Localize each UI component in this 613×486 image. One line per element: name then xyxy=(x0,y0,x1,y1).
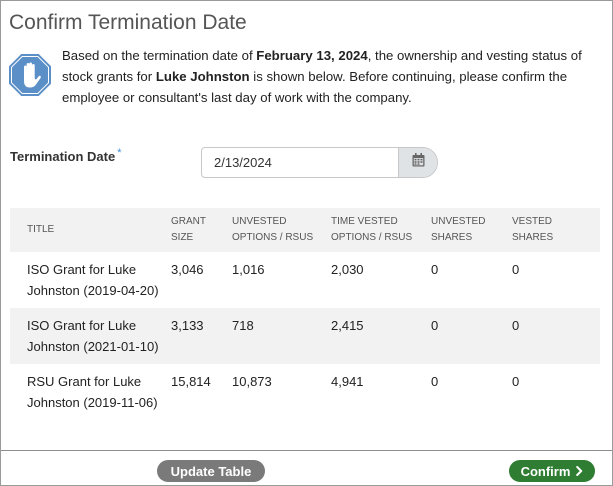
termination-date-field xyxy=(201,147,438,178)
confirm-button[interactable]: Confirm xyxy=(509,460,595,482)
intro-date: February 13, 2024 xyxy=(256,48,368,63)
header-unvested-line2: OPTIONS / RSUS xyxy=(232,232,314,243)
header-unvested-shares-line2: SHARES xyxy=(431,232,473,243)
table-row: RSU Grant for Luke Johnston (2019-11-06)… xyxy=(10,364,600,420)
intro-part1: Based on the termination date of xyxy=(62,48,257,63)
cell-grant-size: 3,133 xyxy=(171,318,204,333)
cell-time-vested: 4,941 xyxy=(331,374,364,389)
termination-date-label: Termination Date * xyxy=(10,147,122,164)
table-row: ISO Grant for Luke Johnston (2021-01-10)… xyxy=(10,308,600,364)
header-vested-shares-line2: SHARES xyxy=(512,232,554,243)
header-vested-shares: VESTED SHARES xyxy=(512,208,600,252)
cell-vested-shares: 0 xyxy=(512,262,520,277)
cell-title: ISO Grant for Luke Johnston (2019-04-20) xyxy=(27,262,159,298)
table-header-row: TITLE GRANT SIZE UNVESTED OPTIONS / RSUS T… xyxy=(10,208,600,252)
dialog-title: Confirm Termination Date xyxy=(9,11,247,34)
header-vested-shares-line1: VESTED xyxy=(512,216,553,227)
termination-date-label-text: Termination Date xyxy=(10,149,116,164)
cell-unvested-shares: 0 xyxy=(431,374,439,389)
table-row: ISO Grant for Luke Johnston (2019-04-20)… xyxy=(10,252,600,308)
cell-title: RSU Grant for Luke Johnston (2019-11-06) xyxy=(27,374,158,410)
header-unvested-line1: UNVESTED xyxy=(232,216,287,227)
cell-vested-shares: 0 xyxy=(512,374,520,389)
header-unvested-options: UNVESTED OPTIONS / RSUS xyxy=(232,208,331,252)
cell-unvested: 10,873 xyxy=(232,374,272,389)
cell-unvested: 718 xyxy=(232,318,254,333)
stop-hand-icon xyxy=(9,54,51,96)
update-table-label: Update Table xyxy=(170,463,252,479)
header-unvested-shares-line1: UNVESTED xyxy=(431,216,486,227)
intro-text: Based on the termination date of Februar… xyxy=(62,45,606,108)
grants-table: TITLE GRANT SIZE UNVESTED OPTIONS / RSUS T… xyxy=(10,208,600,420)
termination-date-input[interactable] xyxy=(202,148,398,177)
confirm-label: Confirm xyxy=(520,463,571,479)
cell-grant-size: 3,046 xyxy=(171,262,204,277)
cell-time-vested: 2,030 xyxy=(331,262,364,277)
intro-employee-name: Luke Johnston xyxy=(155,69,250,84)
intro-part3: is shown below. Before continuing, pleas… xyxy=(62,69,568,105)
cell-vested-shares: 0 xyxy=(512,318,520,333)
calendar-icon xyxy=(412,153,425,172)
header-grant-size-line2: SIZE xyxy=(171,232,194,243)
cell-time-vested: 2,415 xyxy=(331,318,364,333)
header-time-vested-line1: TIME VESTED xyxy=(331,216,398,227)
update-table-button[interactable]: Update Table xyxy=(157,460,265,482)
chevron-right-icon xyxy=(576,464,583,479)
cell-grant-size: 15,814 xyxy=(171,374,211,389)
cell-unvested-shares: 0 xyxy=(431,262,439,277)
cell-title: ISO Grant for Luke Johnston (2021-01-10) xyxy=(27,318,159,354)
header-time-vested: TIME VESTED OPTIONS / RSUS xyxy=(331,208,431,252)
intro-part2: , the ownership and vesting status of st… xyxy=(62,48,582,84)
header-grant-size-line1: GRANT xyxy=(171,216,206,227)
required-marker: * xyxy=(117,147,122,159)
calendar-button[interactable] xyxy=(398,148,437,177)
header-time-vested-line2: OPTIONS / RSUS xyxy=(331,232,413,243)
header-grant-size: GRANT SIZE xyxy=(171,208,232,252)
header-title: TITLE xyxy=(27,224,55,235)
header-unvested-shares: UNVESTED SHARES xyxy=(431,208,512,252)
cell-unvested-shares: 0 xyxy=(431,318,439,333)
grants-table-container: TITLE GRANT SIZE UNVESTED OPTIONS / RSUS T… xyxy=(10,208,600,420)
cell-unvested: 1,016 xyxy=(232,262,265,277)
footer-divider xyxy=(1,450,612,451)
